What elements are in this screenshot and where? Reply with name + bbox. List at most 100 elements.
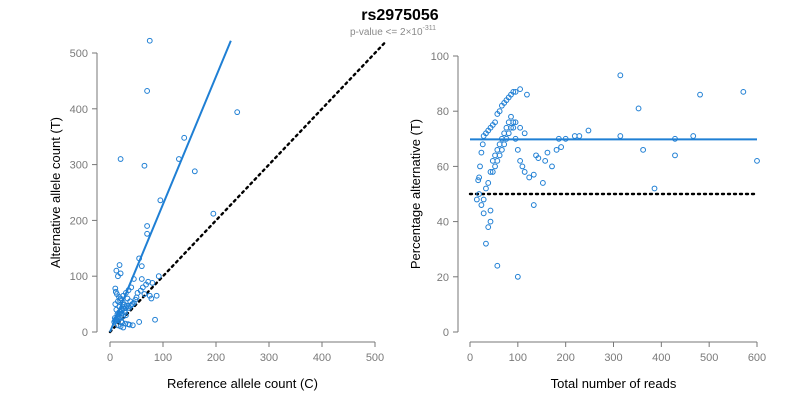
data-point xyxy=(120,324,127,331)
data-point xyxy=(697,91,703,98)
data-point xyxy=(476,174,483,181)
y-tick-label: 80 xyxy=(437,106,449,118)
data-point xyxy=(514,273,521,280)
y-axis-label: Alternative allele count (T) xyxy=(48,117,63,268)
data-point xyxy=(480,196,487,203)
data-point xyxy=(494,262,501,269)
data-point xyxy=(521,130,528,137)
chart-subtitle: p-value <= 2×10-311 xyxy=(350,25,436,38)
x-tick-label: 600 xyxy=(748,352,766,364)
x-tick-label: 200 xyxy=(207,352,225,364)
y-tick-label: 20 xyxy=(437,272,449,284)
y-tick-label: 40 xyxy=(437,217,449,229)
data-point xyxy=(181,134,188,141)
x-axis-label: Total number of reads xyxy=(551,376,677,391)
x-tick-label: 300 xyxy=(260,352,278,364)
data-point xyxy=(524,91,530,98)
data-point xyxy=(480,133,487,139)
data-point xyxy=(508,113,514,120)
data-point xyxy=(478,202,485,208)
x-tick-label: 0 xyxy=(107,352,113,364)
data-point xyxy=(129,322,136,329)
data-point xyxy=(138,263,145,270)
x-tick-label: 500 xyxy=(700,352,718,364)
left-panel: 0 100 200 300 400 500 0 100 200 300 400 500 Referenc… xyxy=(48,37,387,391)
data-point xyxy=(489,169,496,175)
y-axis-label: Percentage alternative (T) xyxy=(408,119,423,269)
subtitle-exponent: -311 xyxy=(423,25,437,32)
data-point xyxy=(112,301,119,308)
x-tick-label: 500 xyxy=(366,352,384,364)
data-point xyxy=(539,180,546,186)
data-point xyxy=(487,169,494,175)
data-point xyxy=(485,180,492,186)
data-point xyxy=(112,316,119,323)
data-point xyxy=(483,185,489,192)
data-point xyxy=(176,156,182,162)
data-point xyxy=(157,197,164,204)
data-point xyxy=(144,88,151,94)
data-point xyxy=(510,119,517,126)
data-point xyxy=(152,316,158,323)
data-point xyxy=(480,210,487,217)
data-point xyxy=(475,177,482,184)
data-point xyxy=(116,262,123,268)
y-tick-label: 400 xyxy=(70,104,88,116)
x-tick-label: 200 xyxy=(556,352,574,364)
y-tick-label: 300 xyxy=(70,160,88,172)
y-tick-label: 0 xyxy=(443,327,449,339)
data-point xyxy=(510,124,517,131)
data-point xyxy=(145,278,152,285)
x-tick-label: 0 xyxy=(467,352,473,364)
data-point xyxy=(542,157,549,164)
data-point xyxy=(496,152,503,159)
x-tick-label: 400 xyxy=(313,352,331,364)
data-point xyxy=(476,191,483,197)
x-tick-label: 100 xyxy=(509,352,527,364)
data-point xyxy=(146,37,153,44)
data-point xyxy=(501,141,508,148)
data-point xyxy=(126,321,133,328)
data-point xyxy=(517,86,524,93)
x-tick-label: 100 xyxy=(154,352,172,364)
data-point xyxy=(558,144,565,150)
data-point xyxy=(115,322,121,329)
y-tick-label: 200 xyxy=(70,215,88,227)
data-point xyxy=(487,218,494,225)
data-point xyxy=(478,149,485,156)
data-point xyxy=(651,185,658,192)
data-point xyxy=(526,174,533,181)
data-point xyxy=(112,285,119,292)
data-point xyxy=(477,163,483,170)
data-point xyxy=(576,133,583,139)
data-point xyxy=(617,133,624,139)
reference-line xyxy=(108,40,387,334)
data-point xyxy=(487,207,494,214)
data-point xyxy=(544,149,551,156)
data-point xyxy=(126,305,132,311)
x-axis-label: Reference allele count (C) xyxy=(167,376,318,391)
data-point xyxy=(553,146,560,153)
data-point xyxy=(144,223,151,229)
data-point xyxy=(555,135,562,142)
data-point xyxy=(754,157,760,164)
y-tick-label: 100 xyxy=(70,271,88,283)
data-point xyxy=(115,310,122,316)
data-point xyxy=(517,124,524,131)
data-point xyxy=(485,224,492,231)
data-point xyxy=(141,291,148,297)
y-tick-label: 100 xyxy=(431,51,449,63)
data-point xyxy=(514,146,521,153)
data-point xyxy=(517,157,524,164)
data-point xyxy=(492,163,498,170)
data-point xyxy=(117,156,124,162)
data-point xyxy=(155,273,162,280)
data-point xyxy=(562,135,569,142)
x-tick-label: 400 xyxy=(652,352,670,364)
data-point xyxy=(508,124,514,131)
data-point xyxy=(136,255,143,262)
data-point xyxy=(141,162,148,169)
data-point xyxy=(740,88,747,95)
data-point xyxy=(494,157,501,164)
data-point xyxy=(130,300,137,306)
